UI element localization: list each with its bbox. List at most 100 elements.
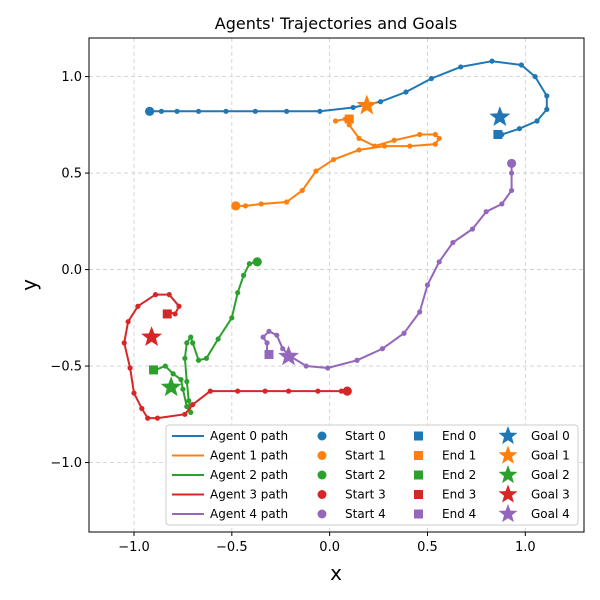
axes-frame <box>88 37 585 533</box>
agent-3-path-point <box>172 311 178 317</box>
agent-3-path-point <box>145 415 151 421</box>
agent-2-path-point <box>186 398 192 404</box>
agent-4-path-point <box>509 170 515 176</box>
y-tick-label: −1.0 <box>50 456 82 471</box>
agent-0-path-point <box>544 93 550 99</box>
agent-0-path-point <box>223 108 229 114</box>
agent-3-path-point <box>262 388 268 394</box>
agent-4-path-point <box>436 259 442 265</box>
legend-start-label: Start 2 <box>345 468 386 482</box>
x-tick-label: −1.0 <box>118 540 150 555</box>
agent-0-group <box>145 58 550 139</box>
agent-2-path-point <box>246 261 253 267</box>
legend-path-label: Agent 4 path <box>210 507 288 521</box>
agent-2-path-point <box>190 340 196 346</box>
agent-1-end-marker <box>344 114 354 124</box>
agent-0-path-point <box>317 108 323 114</box>
agent-1-path-point <box>332 118 339 124</box>
legend-path-label: Agent 2 path <box>210 468 288 482</box>
agent-4-path-point <box>417 309 423 315</box>
agent-0-path-point <box>544 106 550 112</box>
agent-2-path-point <box>178 376 184 383</box>
agent-4-path-point <box>280 346 286 352</box>
agent-4-path-point <box>325 365 331 371</box>
agent-4-path-point <box>509 187 515 194</box>
legend-end-label: End 0 <box>442 429 476 443</box>
agent-2-start-marker <box>252 257 262 267</box>
agent-4-end-marker <box>264 349 274 359</box>
agent-2-path-point <box>235 290 241 296</box>
agent-4-path-point <box>499 201 505 207</box>
legend-end-marker <box>414 509 423 519</box>
agent-0-path-point <box>377 99 384 105</box>
legend-start-label: Start 0 <box>345 429 386 443</box>
agent-0-start-marker <box>145 106 155 116</box>
agent-1-path-point <box>432 141 438 147</box>
agent-4-path-point <box>303 363 309 369</box>
agent-1-path-point <box>313 168 319 174</box>
legend-end-label: End 3 <box>442 488 476 502</box>
agent-0-path-point <box>252 108 258 114</box>
chart-title: Agents' Trajectories and Goals <box>215 14 457 33</box>
agent-2-path-point <box>188 409 194 415</box>
legend-goal-marker <box>498 484 518 503</box>
agent-3-path-point <box>182 411 188 417</box>
agent-2-path-point <box>184 340 190 346</box>
agent-3-path-point <box>125 319 131 325</box>
agent-4-path-line <box>262 163 513 369</box>
legend-start-marker <box>317 431 327 441</box>
agent-2-path-point <box>170 371 176 377</box>
agent-3-path-point <box>135 303 141 309</box>
agent-0-path-point <box>489 58 495 64</box>
agent-0-path-point <box>458 64 464 70</box>
agent-1-path-point <box>356 135 362 141</box>
legend-end-label: End 1 <box>442 449 476 463</box>
agent-3-path-line <box>123 293 348 420</box>
agent-4-path-point <box>483 209 489 215</box>
agent-3-path-point <box>285 388 292 394</box>
agent-3-path-point <box>176 303 182 309</box>
agent-3-goal-marker <box>141 326 163 346</box>
agent-3-path-point <box>139 405 145 412</box>
y-tick-label: −0.5 <box>50 360 82 375</box>
agent-1-path-point <box>258 201 264 207</box>
plot-area <box>121 58 550 421</box>
agent-0-path-point <box>532 73 538 80</box>
agent-2-end-marker <box>149 365 159 375</box>
legend-box <box>165 424 579 526</box>
x-tick-label: 1.0 <box>515 540 536 555</box>
agent-4-path-point <box>469 226 476 232</box>
agent-1-path-point <box>432 131 438 138</box>
agent-3-group <box>121 292 352 421</box>
agent-4-path-point <box>264 340 270 346</box>
agent-1-group <box>231 94 442 211</box>
agent-1-path-point <box>372 143 378 149</box>
legend-goal-label: Goal 2 <box>531 468 570 482</box>
legend-goal-label: Goal 3 <box>531 488 570 502</box>
axis-ticks: −1.0 −0.5 0.0 0.5 1.0 −1.0 −0.5 0.0 0.5 1.0 <box>50 70 535 555</box>
agent-3-path-point <box>207 388 213 394</box>
agent-2-path-point <box>184 378 190 385</box>
agent-1-path-point <box>391 137 397 143</box>
agent-4-path-point <box>354 357 360 363</box>
legend-start-label: Start 3 <box>345 488 386 502</box>
agent-4-path-point <box>260 334 266 340</box>
agent-0-path-point <box>195 108 202 114</box>
agent-1-path-point <box>299 187 305 194</box>
legend-end-marker <box>414 470 423 480</box>
y-tick-label: 1.0 <box>61 70 82 85</box>
legend-end-marker <box>414 490 423 499</box>
agent-2-path-line <box>151 260 256 414</box>
agent-3-path-point <box>166 292 172 298</box>
agent-1-start-marker <box>231 201 241 211</box>
agent-4-path-point <box>274 332 280 338</box>
agent-2-path-point <box>162 363 168 369</box>
legend-goal-marker <box>498 445 518 464</box>
legend-start-marker <box>317 451 327 460</box>
agent-4-path-point <box>379 346 386 352</box>
agent-2-path-point <box>180 386 186 392</box>
agent-4-path-point <box>401 330 407 336</box>
agent-0-path-point <box>518 62 524 68</box>
agent-3-start-marker <box>342 386 352 396</box>
agent-3-path-point <box>154 415 161 421</box>
